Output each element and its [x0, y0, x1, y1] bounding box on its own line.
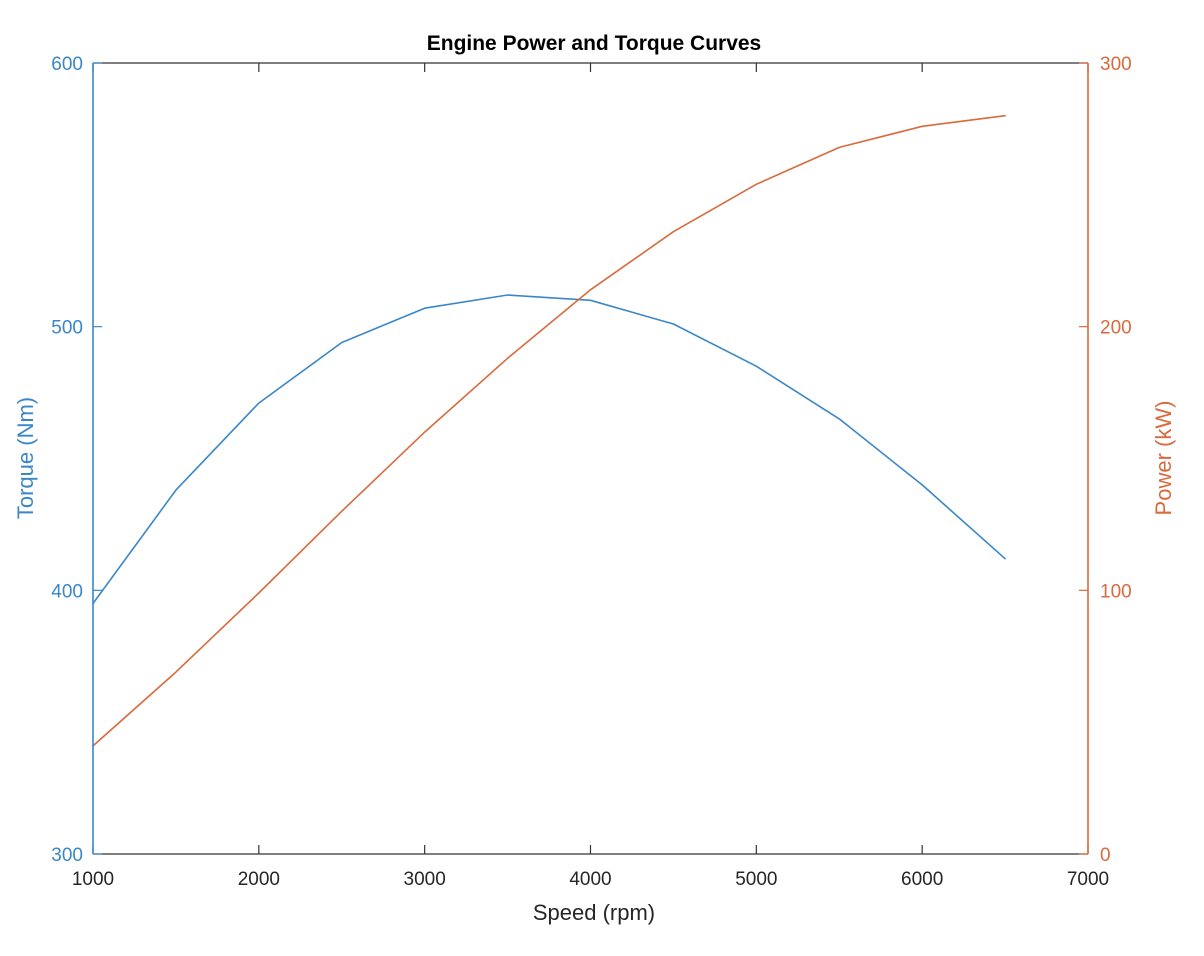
power-series-line — [92, 114, 1006, 747]
left-y-tick-label: 600 — [51, 54, 83, 75]
right-y-axis: 0 100 200 300 — [1079, 54, 1132, 866]
plot-frame — [93, 62, 1088, 855]
x-tick-label: 7000 — [1067, 869, 1109, 890]
right-y-tick-label: 100 — [1100, 581, 1132, 602]
x-tick-label: 1000 — [72, 869, 114, 890]
left-y-tick-label: 300 — [51, 845, 83, 866]
x-axis-ticks: 1000 2000 3000 4000 5000 6000 7000 — [72, 63, 1109, 890]
left-y-axis-title: Torque (Nm) — [13, 397, 38, 519]
right-y-tick-label: 200 — [1100, 318, 1132, 339]
x-tick-label: 3000 — [404, 869, 446, 890]
x-tick-label: 4000 — [569, 869, 611, 890]
chart-title: Engine Power and Torque Curves — [427, 32, 762, 55]
x-axis-title: Speed (rpm) — [533, 900, 655, 925]
right-y-axis-title: Power (kW) — [1151, 401, 1176, 516]
x-tick-label: 5000 — [735, 869, 777, 890]
x-tick-label: 2000 — [238, 869, 280, 890]
left-y-axis: 300 400 500 600 — [51, 54, 102, 866]
series-lines — [92, 114, 1006, 747]
left-y-tick-label: 500 — [51, 318, 83, 339]
torque-series-line — [92, 294, 1006, 605]
right-y-tick-label: 300 — [1100, 54, 1132, 75]
x-tick-label: 6000 — [901, 869, 943, 890]
left-y-tick-label: 400 — [51, 581, 83, 602]
right-y-tick-label: 0 — [1100, 845, 1111, 866]
